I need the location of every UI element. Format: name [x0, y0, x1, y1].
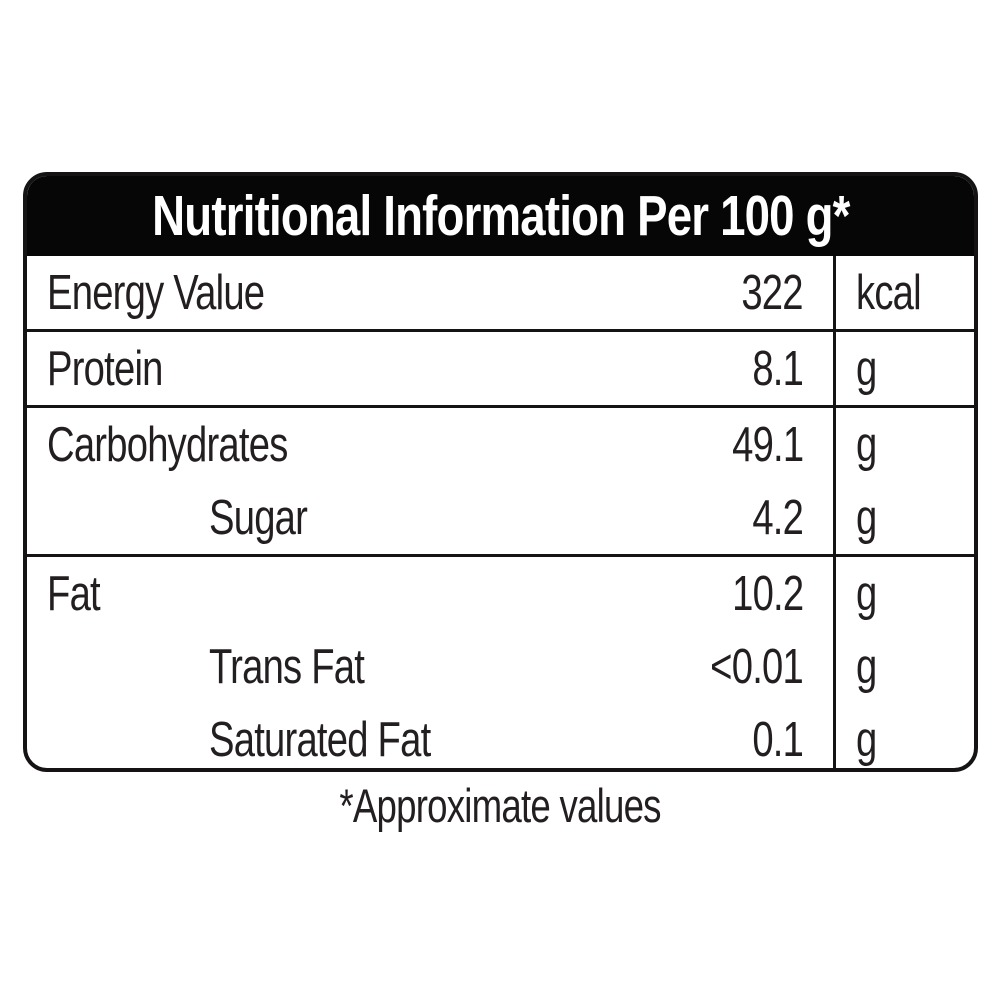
- nutrient-unit: kcal: [856, 265, 922, 320]
- table-section: Fat 10.2 g Trans Fat <0.01 g Saturated F…: [27, 554, 974, 768]
- nutrient-value: 49.1: [731, 417, 804, 472]
- label-value-cell: Saturated Fat 0.1: [27, 703, 833, 768]
- unit-cell: g: [833, 481, 974, 554]
- table-row: Protein 8.1 g: [27, 332, 974, 405]
- table-section: Energy Value 322 kcal: [27, 256, 974, 329]
- label-value-cell: Protein 8.1: [27, 332, 833, 405]
- nutrient-label: Protein: [47, 341, 163, 396]
- table-header: Nutritional Information Per 100 g*: [27, 176, 974, 256]
- footnote-text: *Approximate values: [339, 779, 661, 832]
- nutrient-label: Fat: [47, 566, 101, 621]
- footnote: *Approximate values: [0, 778, 1000, 833]
- unit-cell: g: [833, 332, 974, 405]
- unit-cell: g: [833, 557, 974, 630]
- nutrient-unit: g: [856, 639, 877, 694]
- unit-cell: kcal: [833, 256, 974, 329]
- nutrient-label: Saturated Fat: [209, 712, 431, 767]
- nutrient-value: 10.2: [731, 566, 804, 621]
- table-body: Energy Value 322 kcal Protein 8.1 g Carb…: [27, 256, 974, 768]
- unit-cell: g: [833, 408, 974, 481]
- nutrient-label: Trans Fat: [209, 639, 365, 694]
- nutrient-value: 322: [741, 265, 804, 320]
- nutrient-value: <0.01: [710, 639, 804, 694]
- nutrient-label: Carbohydrates: [47, 417, 288, 472]
- table-section: Carbohydrates 49.1 g Sugar 4.2 g: [27, 405, 974, 554]
- table-row: Fat 10.2 g: [27, 557, 974, 630]
- table-section: Protein 8.1 g: [27, 329, 974, 405]
- nutrient-unit: g: [856, 712, 877, 767]
- nutrient-label: Sugar: [209, 490, 308, 545]
- nutrient-value: 0.1: [752, 712, 804, 767]
- nutrient-value: 8.1: [752, 341, 804, 396]
- label-value-cell: Fat 10.2: [27, 557, 833, 630]
- label-value-cell: Energy Value 322: [27, 256, 833, 329]
- nutrient-unit: g: [856, 341, 877, 396]
- table-row: Trans Fat <0.01 g: [27, 630, 974, 703]
- unit-cell: g: [833, 703, 974, 768]
- nutrient-unit: g: [856, 490, 877, 545]
- nutrition-table: Nutritional Information Per 100 g* Energ…: [23, 172, 978, 772]
- label-value-cell: Trans Fat <0.01: [27, 630, 833, 703]
- nutrient-unit: g: [856, 417, 877, 472]
- nutrient-value: 4.2: [752, 490, 804, 545]
- label-value-cell: Sugar 4.2: [27, 481, 833, 554]
- nutrient-unit: g: [856, 566, 877, 621]
- label-value-cell: Carbohydrates 49.1: [27, 408, 833, 481]
- table-row: Saturated Fat 0.1 g: [27, 703, 974, 768]
- table-row: Sugar 4.2 g: [27, 481, 974, 554]
- table-row: Energy Value 322 kcal: [27, 256, 974, 329]
- table-row: Carbohydrates 49.1 g: [27, 408, 974, 481]
- nutrient-label: Energy Value: [47, 265, 265, 320]
- table-title: Nutritional Information Per 100 g*: [151, 184, 850, 248]
- unit-cell: g: [833, 630, 974, 703]
